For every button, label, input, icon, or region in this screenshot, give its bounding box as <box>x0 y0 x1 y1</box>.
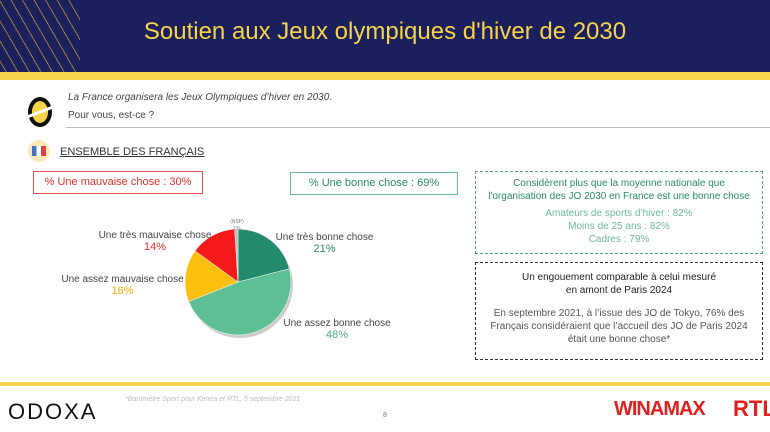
question-prompt: Pour vous, est-ce ? <box>68 110 155 121</box>
odoxa-logo: ODOXA <box>8 399 98 424</box>
subgroups-box: Considèrent plus que la moyenne national… <box>475 171 763 254</box>
footer-stripe <box>0 382 770 386</box>
pie-slice-4 <box>234 228 239 283</box>
pie-slice-0 <box>237 228 290 283</box>
comparison-text: était une bonne chose* <box>567 334 671 345</box>
odoxa-question-icon <box>26 97 54 127</box>
winamax-logo: WINAMAX <box>614 398 706 420</box>
subgroup-item: Amateurs de sports d’hiver : 82% <box>545 208 693 219</box>
page-title: Soutien aux Jeux olympiques d'hiver de 2… <box>143 18 627 45</box>
subgroups-title: Considèrent plus que la moyenne national… <box>513 178 725 189</box>
subgroup-item: Moins de 25 ans : 82% <box>568 221 670 232</box>
source-note: *Baromètre Sport pour Kenea et RTL, 5 se… <box>125 396 301 403</box>
label-nsp: (NSP) 1% <box>230 219 244 232</box>
pie-slice-2 <box>184 250 239 302</box>
label-tres-bonne: Une très bonne chose 21% <box>275 232 374 255</box>
comparison-title-2: en amont de Paris 2024 <box>565 285 673 296</box>
header-pattern <box>0 0 80 72</box>
header-stripe <box>0 72 770 80</box>
label-assez-bonne: Une assez bonne chose 48% <box>283 318 391 341</box>
label-assez-mauvaise: Une assez mauvaise chose 16% <box>61 274 184 297</box>
comparison-box: Un engouement comparable à celui mesuré … <box>475 262 763 360</box>
good-total-badge: % Une bonne chose : 69% <box>290 172 458 195</box>
page-number: 8 <box>383 412 387 419</box>
question-text: La France organisera les Jeux Olympiques… <box>68 92 333 103</box>
pie-chart <box>184 228 293 338</box>
subgroups-title-2: l'organisation des JO 2030 en France est… <box>488 191 750 202</box>
label-tres-mauvaise: Une très mauvaise chose 14% <box>98 230 212 253</box>
rtl-logo: RTL <box>733 396 770 421</box>
header-band <box>0 0 770 72</box>
subgroup-item: Cadres : 79% <box>588 234 650 245</box>
divider <box>66 127 770 128</box>
bad-total-badge: % Une mauvaise chose : 30% <box>33 171 203 194</box>
comparison-title: Un engouement comparable à celui mesuré <box>522 272 716 283</box>
section-label: ENSEMBLE DES FRANÇAIS <box>60 146 205 158</box>
pie-slice-1 <box>188 268 292 336</box>
comparison-text: En septembre 2021, à l’issue des JO de T… <box>493 308 745 319</box>
france-flag-icon <box>28 140 50 162</box>
comparison-text: Français considéraient que l’accueil des… <box>490 321 748 332</box>
